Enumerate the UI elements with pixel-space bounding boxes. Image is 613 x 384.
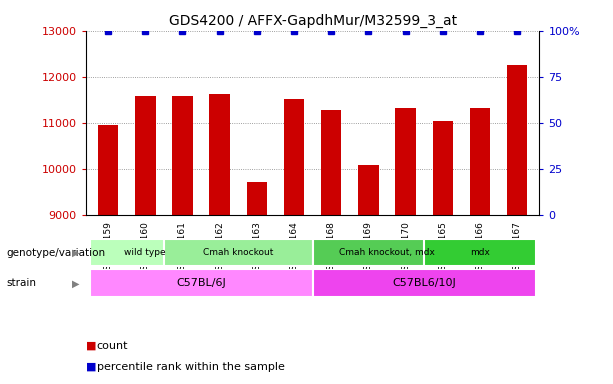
Text: ▶: ▶ <box>72 278 80 288</box>
Bar <box>164 239 313 266</box>
Text: C57BL/6J: C57BL/6J <box>176 278 226 288</box>
Bar <box>507 65 527 215</box>
Text: count: count <box>97 341 128 351</box>
Bar <box>246 182 267 215</box>
Text: percentile rank within the sample: percentile rank within the sample <box>97 362 284 372</box>
Bar <box>89 270 313 297</box>
Text: Cmah knockout, mdx: Cmah knockout, mdx <box>339 248 435 257</box>
Title: GDS4200 / AFFX-GapdhMur/M32599_3_at: GDS4200 / AFFX-GapdhMur/M32599_3_at <box>169 14 457 28</box>
Bar <box>470 108 490 215</box>
Text: strain: strain <box>6 278 36 288</box>
Text: mdx: mdx <box>470 248 490 257</box>
Bar <box>98 125 118 215</box>
Text: C57BL6/10J: C57BL6/10J <box>392 278 456 288</box>
Text: genotype/variation: genotype/variation <box>6 248 105 258</box>
Bar <box>358 165 379 215</box>
Text: ■: ■ <box>86 362 96 372</box>
Bar <box>321 111 341 215</box>
Text: ■: ■ <box>86 341 96 351</box>
Bar <box>424 239 536 266</box>
Bar <box>313 270 536 297</box>
Bar <box>313 239 462 266</box>
Bar <box>284 99 304 215</box>
Bar <box>172 96 192 215</box>
Text: ▶: ▶ <box>72 248 80 258</box>
Bar <box>210 94 230 215</box>
Bar <box>395 108 416 215</box>
Text: Cmah knockout: Cmah knockout <box>203 248 273 257</box>
Bar <box>135 96 156 215</box>
Text: wild type: wild type <box>124 248 166 257</box>
Bar <box>89 239 201 266</box>
Bar <box>433 121 453 215</box>
